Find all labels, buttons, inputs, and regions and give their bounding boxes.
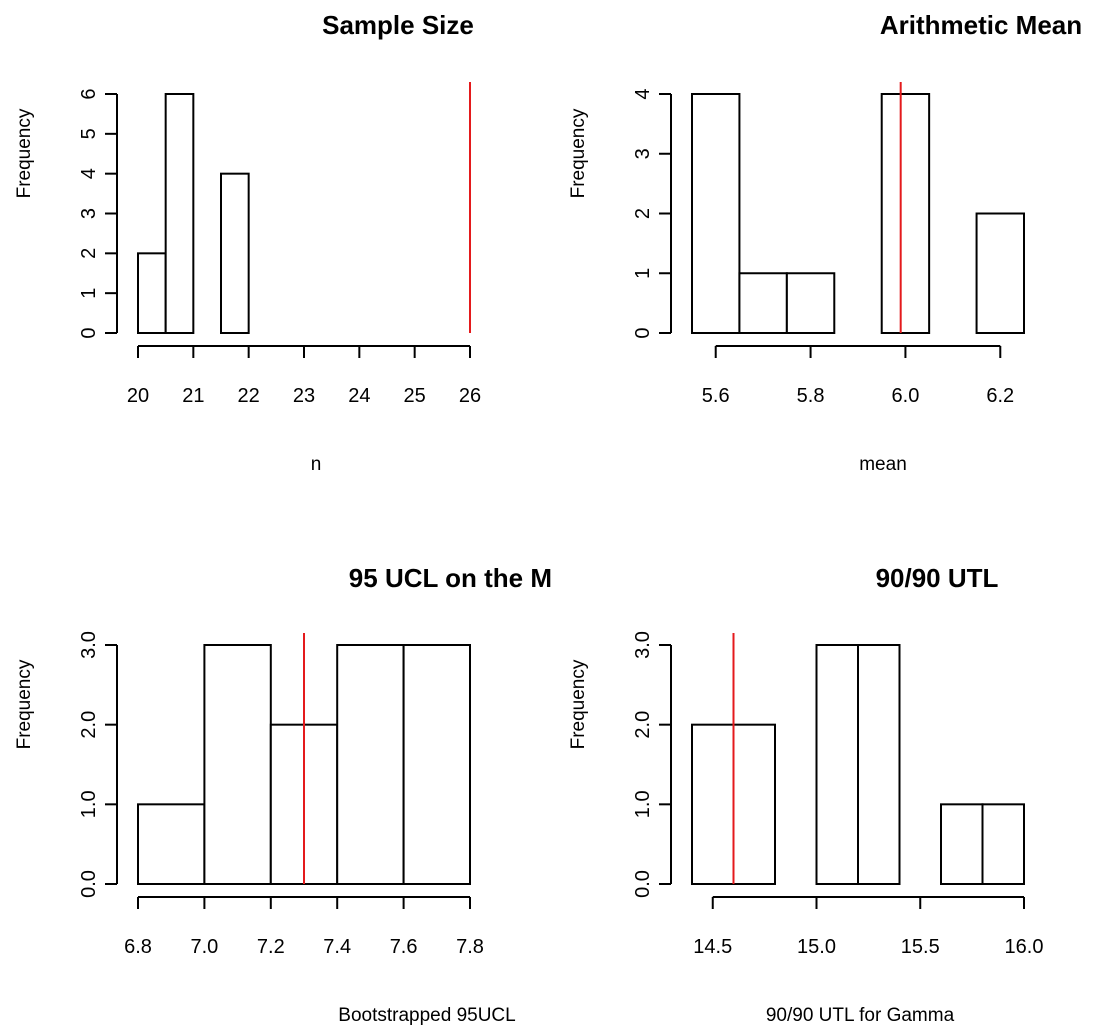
histogram-panel-3: 6.8 7.0 7.2 7.4 7.6 7.8 0.0 1.0 2.0 3.0 95 UCL on … [14, 563, 552, 1025]
x-tick-label: 7.2 [257, 936, 285, 958]
histogram-bar [336, 644, 405, 885]
x-tick-label: 15.5 [901, 936, 940, 958]
x-tick-label: 14.5 [693, 936, 732, 958]
histogram-bar [402, 644, 472, 885]
y-axis-label: Frequency [14, 659, 35, 749]
y-tick-label: 3 [632, 148, 654, 159]
x-tick-label: 26 [459, 385, 481, 407]
x-tick-label: 20 [127, 385, 149, 407]
y-axis: 0.0 1.0 2.0 3.0 [78, 631, 118, 898]
y-tick-label: 1 [78, 288, 100, 299]
x-axis-label: 90/90 UTL for Gamma [766, 1005, 955, 1025]
histogram-panel-2: 5.6 5.8 6.0 6.2 0 1 2 3 4 Arithmetic Mean mean Freq… [568, 10, 1082, 475]
y-tick-label: 0.0 [78, 870, 100, 898]
histogram-bar [857, 644, 901, 885]
y-tick-label: 3 [78, 208, 100, 219]
x-axis-label: mean [859, 454, 907, 475]
x-tick-label: 22 [238, 385, 260, 407]
y-tick-label: 1.0 [78, 790, 100, 818]
x-tick-label: 21 [182, 385, 204, 407]
x-tick-label: 7.6 [390, 936, 418, 958]
x-tick-label: 6.8 [124, 936, 152, 958]
histogram-bar [975, 212, 1025, 334]
y-axis-label: Frequency [568, 108, 589, 198]
x-axis: 5.6 5.8 6.0 6.2 [702, 345, 1014, 407]
x-tick-label: 7.4 [323, 936, 351, 958]
y-axis-label: Frequency [14, 108, 35, 198]
x-tick-label: 6.2 [986, 385, 1014, 407]
histogram-bar [815, 644, 859, 885]
chart-title: Arithmetic Mean [880, 10, 1082, 40]
x-tick-label: 7.8 [456, 936, 484, 958]
y-tick-label: 3.0 [78, 631, 100, 659]
histogram-bar [785, 272, 836, 334]
y-tick-label: 0 [632, 327, 654, 338]
y-axis-label: Frequency [568, 659, 589, 749]
histogram-bar [203, 644, 272, 885]
histogram-bar [738, 272, 788, 334]
y-axis: 0 1 2 3 4 [632, 88, 672, 339]
histogram-bar [137, 252, 167, 334]
histogram-bar [940, 803, 984, 885]
y-tick-label: 2.0 [632, 711, 654, 739]
y-tick-label: 1 [632, 268, 654, 279]
x-axis: 14.5 15.0 15.5 16.0 [693, 896, 1044, 958]
x-tick-label: 7.0 [190, 936, 218, 958]
y-tick-label: 0.0 [632, 870, 654, 898]
chart-title: Sample Size [322, 10, 474, 40]
x-tick-label: 6.0 [892, 385, 920, 407]
histogram-bar [220, 172, 250, 334]
x-tick-label: 5.6 [702, 385, 730, 407]
histogram-bar [691, 93, 741, 334]
x-axis: 6.8 7.0 7.2 7.4 7.6 7.8 [124, 896, 484, 958]
y-tick-label: 2 [632, 208, 654, 219]
y-axis: 0 1 2 3 4 5 6 [78, 88, 118, 339]
histogram-panel-4: 14.5 15.0 15.5 16.0 0.0 1.0 2.0 3.0 90/90 UTL 90/… [568, 563, 1043, 1025]
x-tick-label: 16.0 [1005, 936, 1044, 958]
histogram-bar [880, 93, 931, 334]
histogram-bar [981, 803, 1025, 885]
x-tick-label: 5.8 [797, 385, 825, 407]
x-tick-label: 24 [348, 385, 370, 407]
y-tick-label: 6 [78, 88, 100, 99]
x-tick-label: 25 [404, 385, 426, 407]
y-tick-label: 3.0 [632, 631, 654, 659]
histogram-bar [137, 803, 206, 885]
histogram-bar [164, 93, 195, 334]
y-tick-label: 4 [632, 88, 654, 99]
y-tick-label: 2 [78, 248, 100, 259]
x-axis: 20 21 22 23 24 25 26 [127, 345, 481, 407]
y-tick-label: 5 [78, 128, 100, 139]
x-axis-label: Bootstrapped 95UCL [338, 1005, 515, 1025]
y-tick-label: 1.0 [632, 790, 654, 818]
chart-title: 90/90 UTL [876, 563, 999, 593]
x-tick-label: 15.0 [797, 936, 836, 958]
x-tick-label: 23 [293, 385, 315, 407]
chart-title: 95 UCL on the M [349, 563, 552, 593]
y-tick-label: 4 [78, 168, 100, 179]
y-tick-label: 0 [78, 327, 100, 338]
x-axis-label: n [311, 454, 322, 475]
y-axis: 0.0 1.0 2.0 3.0 [632, 631, 672, 898]
y-tick-label: 2.0 [78, 711, 100, 739]
